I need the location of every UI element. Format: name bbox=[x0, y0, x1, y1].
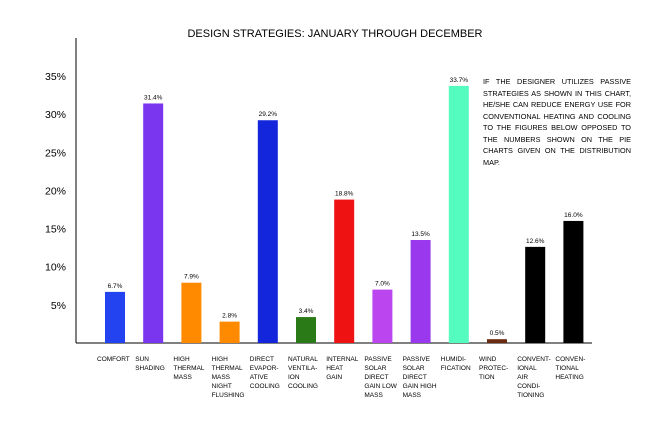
y-tick-label: 15% bbox=[45, 224, 66, 236]
bar bbox=[143, 103, 164, 343]
value-label: 6.7% bbox=[108, 283, 123, 290]
x-tick-label: DIRECT EVAPOR- ATIVE COOLING bbox=[249, 356, 280, 390]
value-label: 3.4% bbox=[299, 308, 314, 315]
x-tick-label: COMFORT bbox=[97, 356, 130, 363]
x-tick-label: CONVEN- TIONAL HEATING bbox=[555, 356, 586, 381]
bar bbox=[372, 289, 393, 343]
value-label: 7.9% bbox=[184, 274, 199, 281]
bar bbox=[105, 291, 125, 343]
x-tick-label: PASSIVE SOLAR DIRECT GAIN LOW MASS bbox=[364, 356, 397, 399]
x-tick-label: HUMIDI- FICATION bbox=[440, 356, 471, 372]
bar bbox=[563, 220, 584, 343]
value-label: 33.7% bbox=[450, 77, 469, 84]
x-tick-label: SUN SHADING bbox=[135, 356, 165, 372]
y-tick-label: 30% bbox=[45, 109, 66, 121]
bar bbox=[448, 85, 469, 343]
value-label: 16.0% bbox=[564, 212, 583, 219]
x-tick-label: HIGH THERMAL MASS NIGHT FLUSHING bbox=[211, 356, 245, 399]
bar bbox=[257, 120, 278, 343]
bar bbox=[296, 317, 316, 343]
y-tick-label: 35% bbox=[45, 71, 66, 83]
x-tick-label: WIND PROTEC- TION bbox=[479, 356, 509, 381]
bar bbox=[487, 339, 507, 343]
chart-title: DESIGN STRATEGIES: JANUARY THROUGH DECEM… bbox=[187, 28, 482, 40]
x-tick-label: NATURAL VENTILA- ION COOLING bbox=[288, 356, 318, 390]
bar bbox=[334, 199, 355, 343]
value-label: 18.8% bbox=[335, 191, 354, 198]
bar bbox=[181, 282, 202, 343]
value-label: 2.8% bbox=[222, 313, 237, 320]
bar bbox=[410, 240, 431, 343]
x-tick-label: PASSIVE SOLAR DIRECT GAIN HIGH MASS bbox=[402, 356, 437, 399]
annotation: IF THE DESIGNER UTILIZES PASSIVE STRATEG… bbox=[483, 77, 631, 167]
bar bbox=[219, 321, 240, 343]
value-label: 31.4% bbox=[144, 94, 163, 101]
value-label: 29.2% bbox=[259, 111, 278, 118]
value-label: 13.5% bbox=[411, 231, 430, 238]
y-tick-label: 20% bbox=[45, 185, 66, 197]
x-tick-label: CONVENT- IONAL AIR CONDI- TIONING bbox=[517, 356, 551, 399]
value-label: 12.6% bbox=[526, 238, 545, 245]
y-tick-label: 10% bbox=[45, 262, 66, 274]
x-tick-label: HIGH THERMAL MASS bbox=[173, 356, 205, 381]
x-tick-label: INTERNAL HEAT GAIN bbox=[326, 356, 359, 381]
bar bbox=[525, 246, 546, 343]
y-tick-label: 25% bbox=[45, 147, 66, 159]
y-tick-label: 5% bbox=[51, 300, 66, 312]
value-label: 7.0% bbox=[375, 281, 390, 288]
value-label: 0.5% bbox=[490, 330, 505, 337]
